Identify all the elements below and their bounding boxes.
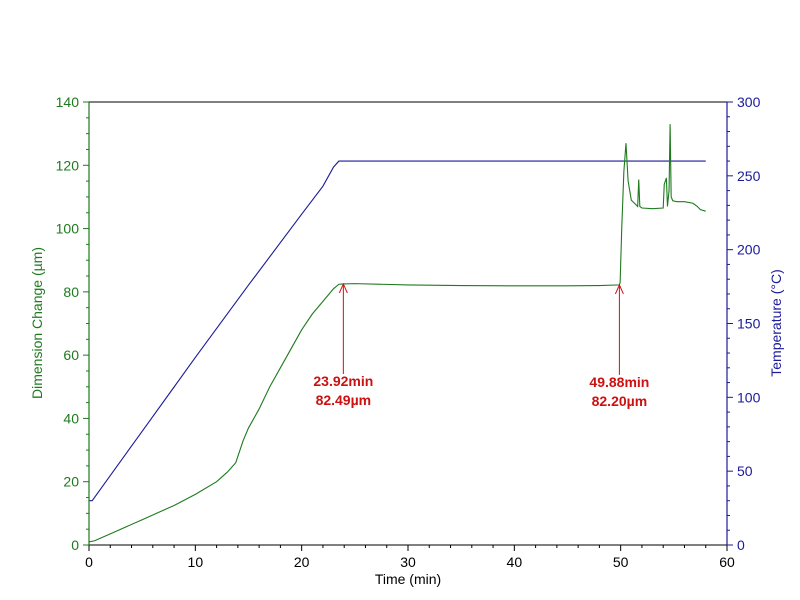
annotation-value-label: 82.49µm (316, 392, 372, 408)
annotation-time-label: 49.88min (589, 374, 649, 390)
annotation-arrow-head (338, 282, 348, 294)
y-tick-label: 80 (63, 284, 79, 300)
y-tick-label: 40 (63, 410, 79, 426)
y2-tick-label: 50 (737, 463, 753, 479)
x-tick-label: 60 (719, 554, 735, 570)
y2-tick-label: 250 (737, 168, 761, 184)
y2-tick-label: 150 (737, 316, 761, 332)
x-axis-tick-labels: 0 10 20 30 40 50 60 (85, 554, 735, 570)
y-axis-title: Dimension Change (µm) (29, 247, 45, 399)
y-tick-label: 100 (56, 221, 80, 237)
x-tick-label: 20 (294, 554, 310, 570)
y2-axis-tick-labels: 0 50 100 150 200 250 300 (737, 94, 761, 553)
y-tick-label: 60 (63, 347, 79, 363)
x-tick-label: 40 (507, 554, 523, 570)
y2-axis-major-ticks (727, 101, 733, 546)
y-tick-label: 20 (63, 474, 79, 490)
minor-ticks (86, 116, 730, 548)
y2-tick-label: 300 (737, 94, 761, 110)
temperature-series-line (89, 160, 706, 502)
x-tick-label: 50 (613, 554, 629, 570)
annotation-marker: 23.92min 82.49µm (313, 282, 373, 408)
plot-frame (88, 101, 728, 546)
dimension-series-line (89, 124, 706, 543)
y-axis-tick-labels: 0 20 40 60 80 100 120 140 (56, 94, 80, 553)
y-axis-major-ticks (83, 101, 89, 546)
y2-axis-title: Temperature (°C) (768, 269, 784, 377)
annotation-marker: 49.88min 82.20µm (589, 283, 649, 409)
y2-tick-label: 200 (737, 242, 761, 258)
x-tick-label: 30 (400, 554, 416, 570)
y2-tick-label: 0 (737, 537, 745, 553)
x-tick-label: 0 (85, 554, 93, 570)
y-tick-label: 0 (71, 537, 79, 553)
y2-tick-label: 100 (737, 389, 761, 405)
x-tick-label: 10 (188, 554, 204, 570)
annotation-time-label: 23.92min (313, 373, 373, 389)
x-axis-title: Time (min) (375, 571, 441, 587)
x-axis-major-ticks (88, 545, 728, 551)
annotation-arrow-head (614, 283, 624, 295)
annotation-value-label: 82.20µm (592, 393, 648, 409)
y-tick-label: 140 (56, 94, 80, 110)
y-tick-label: 120 (56, 157, 80, 173)
